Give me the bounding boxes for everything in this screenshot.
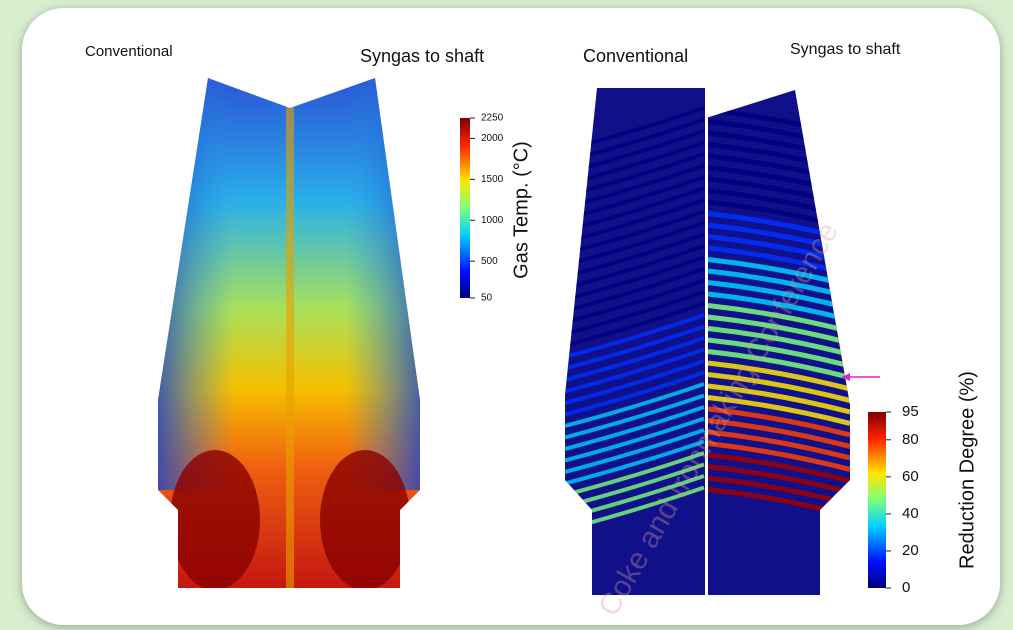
figure: Conventional Syngas to shaft Conventiona… [0,0,1013,630]
colorbar-title: Reduction Degree (%) [956,371,978,569]
panel-label: Conventional [85,43,173,60]
colorbar [460,118,470,298]
colorbar-tick-label: 0 [902,579,910,596]
colorbar-tick-label: 60 [902,468,919,485]
colorbar-tick-label: 1000 [481,215,504,226]
panel-background [22,8,1000,625]
colorbar-tick-label: 50 [481,293,493,304]
colorbar-tick-label: 2000 [481,133,504,144]
colorbar-tick-label: 500 [481,256,498,267]
colorbar-tick-label: 95 [902,403,919,420]
panel-label: Conventional [583,46,688,66]
colorbar [868,412,886,588]
colorbar-tick-label: 40 [902,505,919,522]
colorbar-tick-label: 1500 [481,174,504,185]
colorbar-title: Gas Temp. (°C) [510,141,532,279]
panel-label: Syngas to shaft [360,46,484,66]
colorbar-tick-label: 20 [902,542,919,559]
colorbar-tick-label: 80 [902,431,919,448]
panel-label: Syngas to shaft [790,41,901,58]
colorbar-tick-label: 2250 [481,113,504,124]
